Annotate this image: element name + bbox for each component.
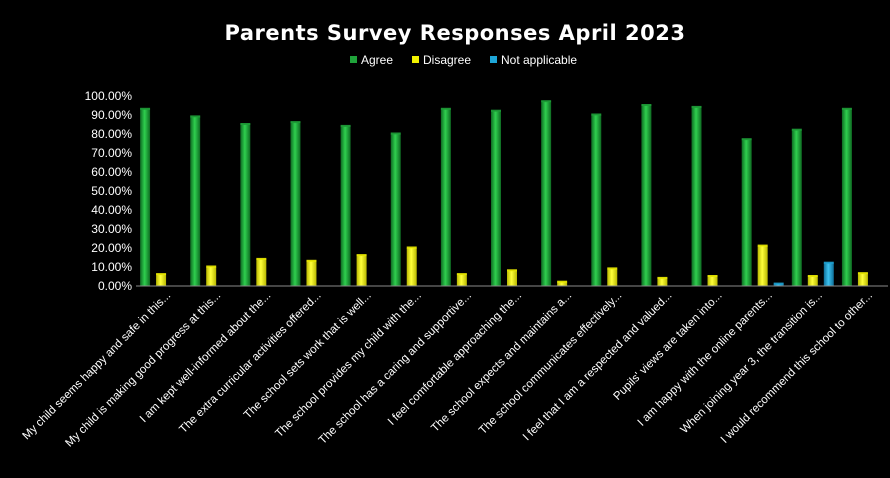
bar-cap-disagree-2 [206,265,217,268]
y-axis: 0.00% 10.00% 20.00% 30.00% 40.00% 50.00% 60.00… [85,89,133,293]
bar-cap-disagree-9 [557,280,568,283]
bar-not-applicable-14 [823,263,834,286]
bar-agree-3 [240,124,251,286]
y-tick-label: 20.00% [91,241,132,255]
bar-disagree-10 [607,268,618,286]
bar-disagree-2 [206,267,217,286]
bar-cap-disagree-6 [406,246,417,249]
bar-agree-2 [190,116,201,287]
bar-disagree-1 [156,274,167,286]
bar-agree-14 [791,130,802,286]
bar-cap-not-applicable-13 [773,282,784,285]
bar-cap-disagree-15 [857,272,868,275]
bar-agree-15 [841,109,852,286]
bar-cap-disagree-1 [156,273,167,276]
y-tick-label: 100.00% [85,89,133,103]
legend-swatch-disagree [412,56,419,63]
bar-cap-disagree-14 [807,275,818,277]
bar-cap-agree-6 [390,132,401,135]
chart-title: Parents Survey Responses April 2023 [225,21,686,45]
legend-label-disagree: Disagree [423,53,471,67]
bar-disagree-12 [707,276,718,286]
bar-cap-agree-4 [290,121,301,124]
bar-cap-agree-1 [140,107,151,110]
bar-disagree-8 [507,270,517,286]
bar-cap-disagree-7 [456,273,467,276]
bar-cap-agree-9 [541,100,552,103]
bar-agree-12 [691,107,702,287]
bar-disagree-4 [306,261,317,286]
bar-agree-11 [641,105,652,286]
bar-cap-disagree-10 [607,267,618,270]
bar-disagree-5 [356,255,367,286]
y-tick-label: 80.00% [91,127,132,141]
bar-agree-4 [290,122,301,286]
bar-cap-agree-5 [340,124,351,127]
bar-cap-agree-11 [641,104,652,106]
bar-cap-disagree-5 [356,254,367,257]
bar-cap-agree-12 [691,105,702,108]
bar-cap-disagree-8 [507,269,517,272]
bar-disagree-11 [657,278,668,286]
legend: Agree Disagree Not applicable [350,53,577,67]
y-tick-label: 30.00% [91,222,132,236]
x-axis-labels: My child seems happy and safe in this...… [21,290,875,450]
bar-cap-agree-7 [440,107,451,110]
bar-cap-not-applicable-14 [823,261,834,264]
bar-cap-agree-2 [190,115,201,118]
y-tick-label: 40.00% [91,203,132,217]
y-tick-label: 10.00% [91,260,132,274]
y-tick-label: 50.00% [91,184,132,198]
legend-swatch-agree [350,56,357,63]
y-tick-label: 70.00% [91,146,132,160]
bar-disagree-7 [456,274,467,286]
bar-cap-disagree-4 [306,259,317,262]
bar-agree-7 [440,109,451,286]
legend-label-agree: Agree [361,53,393,67]
bar-disagree-6 [406,248,417,286]
y-tick-label: 60.00% [91,165,132,179]
bar-cap-agree-13 [741,138,752,141]
bar-agree-9 [541,101,552,286]
bar-cap-agree-8 [491,109,501,112]
bar-disagree-13 [757,246,768,286]
bar-disagree-14 [807,276,818,286]
bar-cap-agree-15 [841,107,852,110]
bars [140,100,868,287]
bar-agree-10 [591,115,602,286]
bar-agree-5 [340,126,351,287]
bar-agree-1 [140,109,151,286]
legend-swatch-not-applicable [490,56,497,63]
bar-cap-agree-14 [791,128,802,131]
bar-cap-agree-3 [240,123,251,125]
y-tick-label: 90.00% [91,108,132,122]
bar-agree-6 [390,134,401,286]
y-tick-label: 0.00% [98,279,132,293]
bar-disagree-3 [256,259,267,286]
bar-disagree-9 [557,282,568,286]
bar-agree-8 [491,111,501,286]
bar-not-applicable-13 [773,284,784,286]
bar-cap-disagree-3 [256,257,267,260]
x-category-label: Pupils' views are taken into... [612,290,725,403]
bar-disagree-15 [857,273,868,286]
bar-cap-disagree-13 [757,244,768,247]
legend-label-not-applicable: Not applicable [501,53,577,67]
bar-cap-disagree-12 [707,275,718,277]
bar-cap-agree-10 [591,113,602,116]
bar-cap-disagree-11 [657,276,668,279]
bar-agree-13 [741,139,752,286]
